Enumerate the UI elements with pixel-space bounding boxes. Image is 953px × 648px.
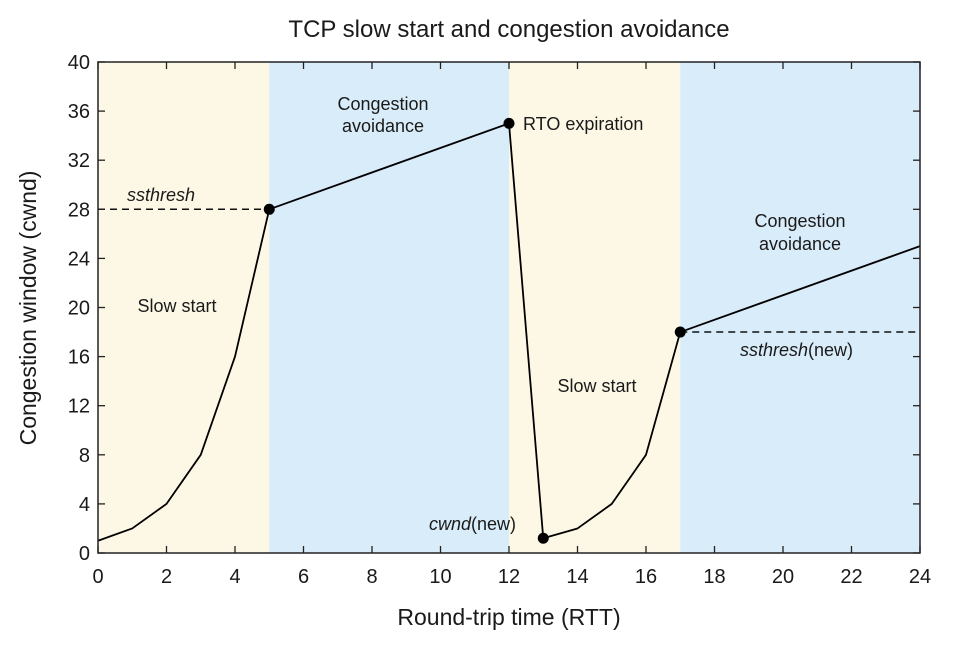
y-tick-label-12: 12 [68, 396, 90, 418]
annotation-ssthresh: ssthresh [127, 185, 195, 205]
annotation-slow-start-2: Slow start [557, 376, 636, 396]
annotation-congestion-avoidance-1-line1: Congestion [337, 94, 428, 114]
annotation-slow-start-1: Slow start [137, 296, 216, 316]
x-tick-label-12: 12 [498, 566, 520, 588]
data-point-1 [263, 203, 275, 215]
annotation-rto-expiration: RTO expiration [523, 114, 643, 134]
region-congestion-avoidance-2 [269, 62, 509, 553]
x-tick-label-22: 22 [840, 566, 862, 588]
annotation-cwnd-new: cwnd(new) [429, 514, 516, 534]
y-tick-label-0: 0 [79, 543, 90, 565]
x-axis-label: Round-trip time (RTT) [397, 604, 620, 630]
x-ticks: 0 2 4 6 8 10 12 14 16 18 20 22 24 [92, 62, 931, 588]
x-tick-label-14: 14 [566, 566, 588, 588]
x-tick-label-6: 6 [298, 566, 309, 588]
x-tick-label-16: 16 [635, 566, 657, 588]
x-tick-label-18: 18 [703, 566, 725, 588]
y-ticks: 0 4 8 12 16 20 24 28 32 36 40 [68, 52, 920, 565]
annotation-ssthresh-new-italic: ssthresh [740, 340, 808, 360]
annotation-ssthresh-new-suffix: (new) [808, 340, 853, 360]
x-tick-label-4: 4 [229, 566, 240, 588]
x-tick-label-10: 10 [429, 566, 451, 588]
y-tick-label-36: 36 [68, 101, 90, 123]
y-axis-label: Congestion window (cwnd) [15, 171, 41, 446]
annotation-ssthresh-new: ssthresh(new) [740, 340, 853, 360]
data-point-3 [537, 532, 549, 544]
data-point-4 [674, 326, 686, 338]
annotation-cwnd-new-suffix: (new) [471, 514, 516, 534]
y-tick-label-24: 24 [68, 248, 90, 270]
region-slow-start-1 [98, 62, 270, 553]
region-congestion-avoidance-4 [680, 62, 920, 553]
x-tick-label-8: 8 [366, 566, 377, 588]
y-tick-label-28: 28 [68, 199, 90, 221]
x-tick-label-0: 0 [92, 566, 103, 588]
y-tick-label-20: 20 [68, 298, 90, 320]
y-tick-label-32: 32 [68, 150, 90, 172]
data-point-2 [503, 117, 515, 129]
y-tick-label-16: 16 [68, 347, 90, 369]
annotation-congestion-avoidance-2-line1: Congestion [754, 211, 845, 231]
threshold-lines [98, 208, 920, 333]
x-tick-label-20: 20 [772, 566, 794, 588]
phase-regions [98, 62, 920, 553]
y-tick-label-4: 4 [79, 494, 90, 516]
y-tick-label-8: 8 [79, 445, 90, 467]
chart-title: TCP slow start and congestion avoidance [288, 16, 729, 43]
x-tick-label-2: 2 [161, 566, 172, 588]
annotation-congestion-avoidance-2-line2: avoidance [759, 234, 841, 254]
region-slow-start-3 [509, 62, 681, 553]
annotation-cwnd-new-italic: cwnd [429, 514, 472, 534]
y-tick-label-40: 40 [68, 52, 90, 74]
annotation-congestion-avoidance-1-line2: avoidance [342, 116, 424, 136]
x-tick-label-24: 24 [909, 566, 931, 588]
marker-layer [263, 117, 686, 544]
